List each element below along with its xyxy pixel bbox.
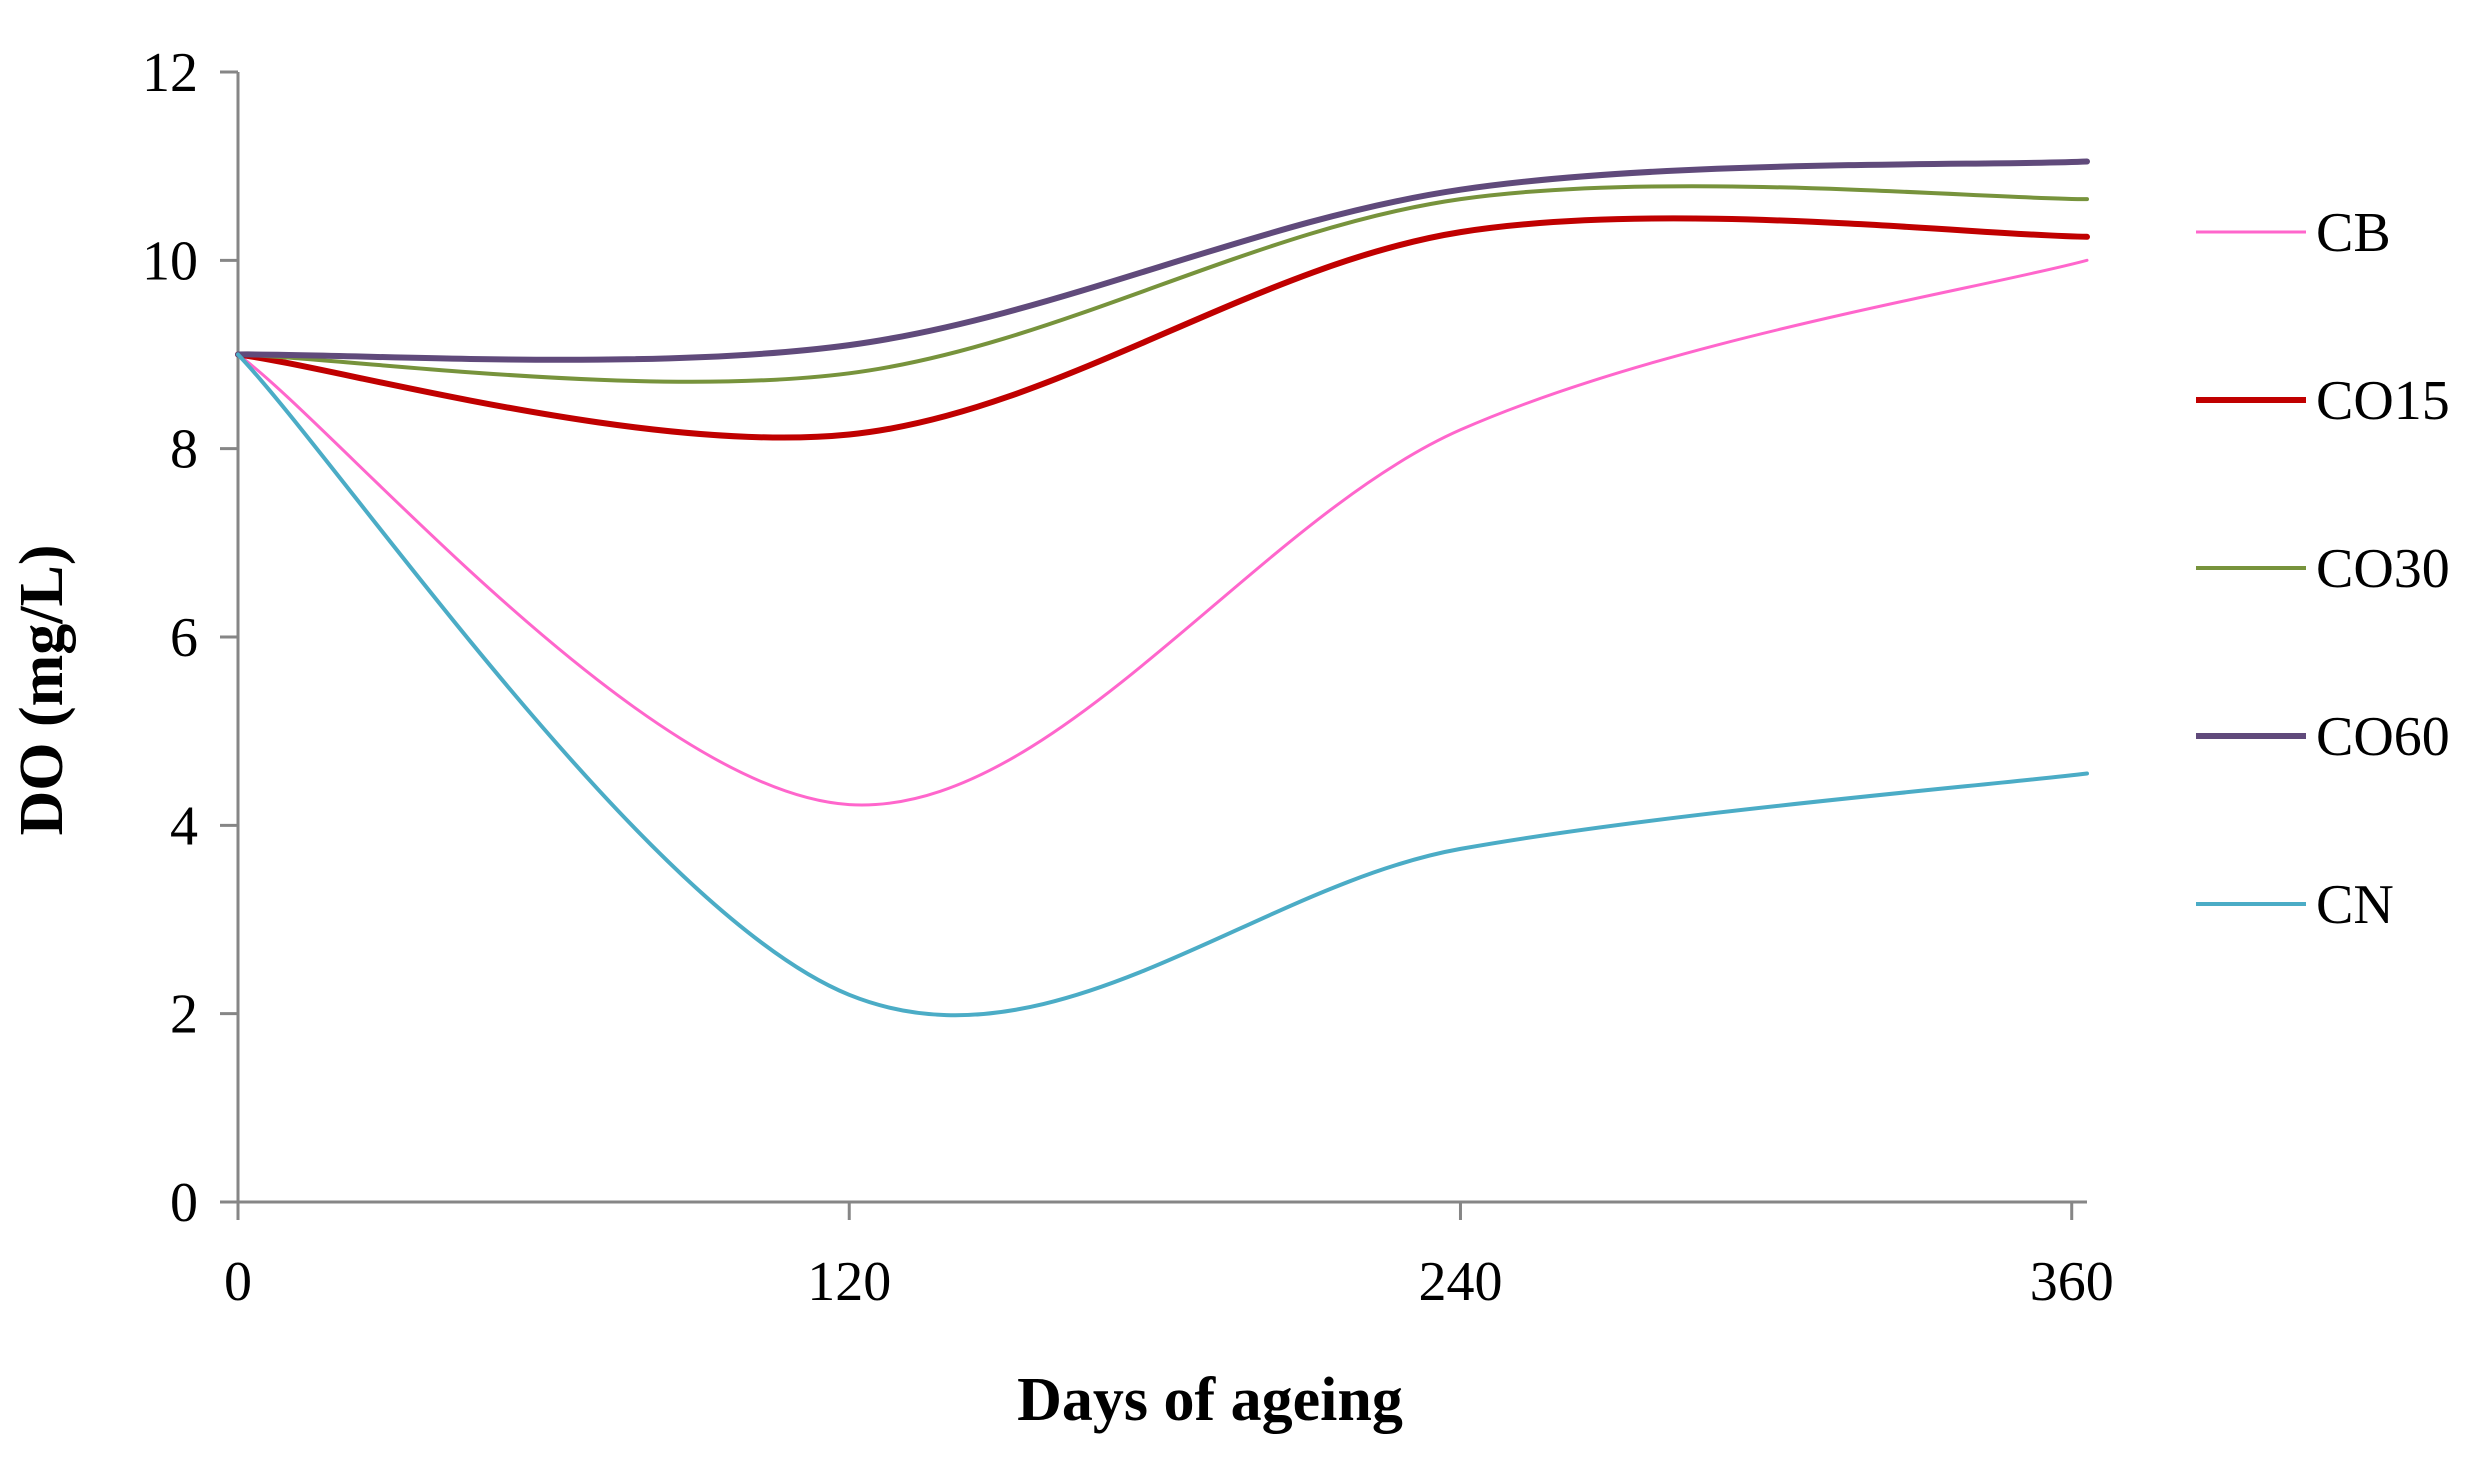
y-tick-label: 10 <box>142 230 198 292</box>
y-tick-label: 8 <box>170 419 198 481</box>
legend: CB CO15 CO30 CO60 CN <box>2196 202 2450 936</box>
y-tick-label: 0 <box>170 1172 198 1234</box>
x-tick-label: 0 <box>224 1251 252 1313</box>
y-tick-label: 4 <box>170 795 198 857</box>
y-axis-title: DO (mg/L) <box>8 544 76 835</box>
x-tick-label: 360 <box>2030 1251 2114 1313</box>
legend-label-co30: CO30 <box>2316 538 2450 600</box>
legend-label-co60: CO60 <box>2316 706 2450 768</box>
y-tick-label: 2 <box>170 984 198 1046</box>
series-line-co60 <box>235 158 2090 363</box>
legend-label-co15: CO15 <box>2316 370 2450 432</box>
x-axis-title: Days of ageing <box>1017 1366 1403 1434</box>
series-line-cn <box>236 352 2089 1018</box>
y-tick-label: 12 <box>142 42 198 104</box>
series-line-cb <box>236 258 2089 807</box>
series-line-co15 <box>235 215 2090 441</box>
y-tick-label: 6 <box>170 607 198 669</box>
x-tick-label: 240 <box>1418 1251 1502 1313</box>
series-line-co30 <box>236 184 2089 384</box>
series-lines <box>235 158 2090 1018</box>
x-tick-label: 120 <box>807 1251 891 1313</box>
legend-label-cb: CB <box>2316 202 2391 264</box>
legend-label-cn: CN <box>2316 874 2394 936</box>
